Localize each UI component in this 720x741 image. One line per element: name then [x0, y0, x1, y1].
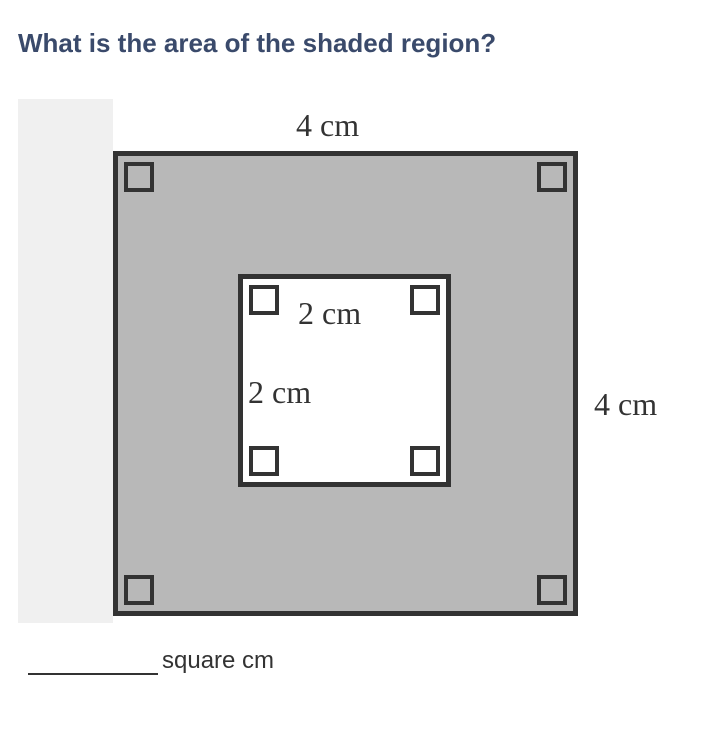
figure: 4 cm 4 cm 2 cm 2 cm	[0, 99, 720, 639]
label-inner-top: 2 cm	[298, 295, 361, 332]
answer-unit: square cm	[162, 647, 274, 675]
answer-line: square cm	[28, 647, 720, 675]
grey-background-strip	[18, 99, 113, 623]
right-angle-marker-inner-bl	[249, 446, 279, 476]
right-angle-marker-outer-bl	[124, 575, 154, 605]
right-angle-marker-outer-tr	[537, 162, 567, 192]
right-angle-marker-inner-tr	[410, 285, 440, 315]
answer-blank[interactable]	[28, 655, 158, 675]
label-inner-left: 2 cm	[248, 374, 311, 411]
right-angle-marker-inner-br	[410, 446, 440, 476]
label-outer-right: 4 cm	[594, 386, 657, 423]
right-angle-marker-outer-tl	[124, 162, 154, 192]
right-angle-marker-outer-br	[537, 575, 567, 605]
right-angle-marker-inner-tl	[249, 285, 279, 315]
label-outer-top: 4 cm	[296, 107, 359, 144]
question-text: What is the area of the shaded region?	[18, 28, 720, 59]
